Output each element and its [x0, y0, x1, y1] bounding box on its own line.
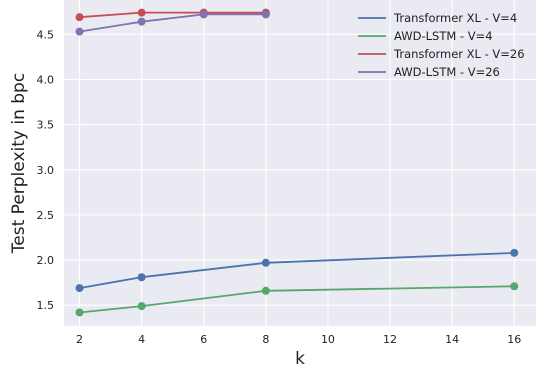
x-tick-label: 10 — [321, 333, 335, 346]
y-tick-label: 3.0 — [37, 164, 55, 177]
y-tick-label: 4.5 — [37, 28, 55, 41]
x-tick-label: 4 — [138, 333, 145, 346]
data-point — [75, 308, 84, 317]
y-tick-label: 2.5 — [37, 209, 55, 222]
data-point — [75, 13, 84, 22]
data-point — [261, 10, 270, 19]
series-lines — [79, 11, 515, 314]
data-point — [199, 10, 208, 19]
y-tick-label: 2.0 — [37, 254, 55, 267]
x-tick-labels: 2 4 6 8 10 12 14 16 — [76, 333, 521, 346]
y-tick-label: 1.5 — [37, 299, 55, 312]
series-line-2 — [79, 11, 266, 19]
series-line-1 — [79, 285, 515, 314]
data-point — [75, 27, 84, 36]
x-tick-label: 8 — [262, 333, 269, 346]
series-points — [75, 8, 519, 317]
legend-entry: Transformer XL - V=26 — [393, 47, 525, 61]
data-point — [137, 273, 146, 282]
y-axis-label: Test Perplexity in bpc — [9, 73, 29, 254]
y-tick-label: 3.5 — [37, 119, 55, 132]
y-tick-labels: 1.5 2.0 2.5 3.0 3.5 4.0 4.5 — [37, 28, 55, 312]
data-point — [137, 8, 146, 17]
x-axis-label: k — [295, 349, 305, 369]
x-tick-label: 16 — [507, 333, 521, 346]
x-tick-label: 14 — [445, 333, 459, 346]
legend-entry: AWD-LSTM - V=4 — [394, 29, 493, 43]
x-tick-label: 12 — [383, 333, 397, 346]
legend-entry: AWD-LSTM - V=26 — [394, 65, 500, 79]
y-tick-label: 4.0 — [37, 73, 55, 86]
plot-area — [64, 0, 536, 326]
data-point — [137, 302, 146, 311]
legend: Transformer XL - V=4 AWD-LSTM - V=4 Transf… — [358, 11, 525, 79]
series-line-3 — [79, 13, 266, 33]
series-line-0 — [79, 252, 515, 289]
data-point — [261, 258, 270, 267]
legend-entry: Transformer XL - V=4 — [393, 11, 517, 25]
data-point — [261, 286, 270, 295]
x-tick-label: 6 — [200, 333, 207, 346]
data-point — [510, 282, 519, 291]
data-point — [137, 17, 146, 26]
data-point — [75, 284, 84, 293]
x-tick-label: 2 — [76, 333, 83, 346]
data-point — [510, 248, 519, 257]
